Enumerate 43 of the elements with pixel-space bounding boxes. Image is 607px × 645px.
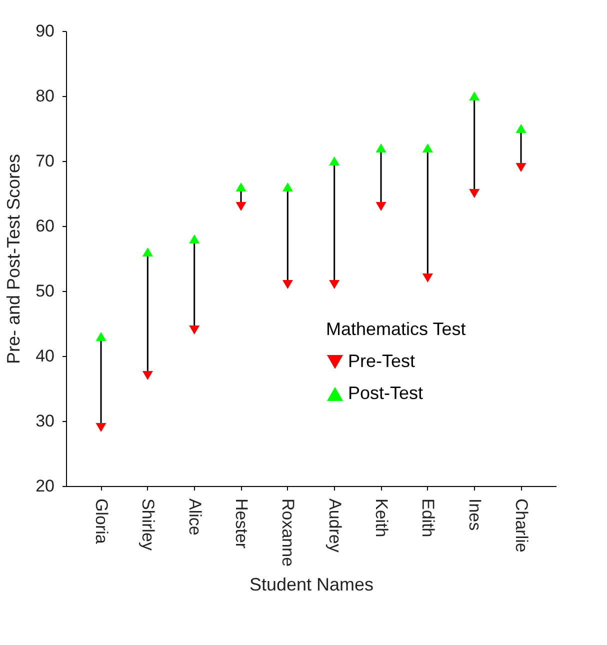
point (189, 234, 200, 244)
x-tick-label: Audrey (325, 498, 344, 553)
point (142, 370, 153, 380)
point (142, 247, 153, 257)
y-tick-label: 40 (36, 346, 54, 366)
x-tick-label: Ines (465, 498, 484, 531)
y-tick-label: 50 (36, 282, 54, 300)
point (469, 188, 480, 198)
point (236, 202, 246, 212)
point (422, 273, 433, 283)
x-tick-label: Charlie (512, 498, 531, 552)
y-tick-label: 20 (36, 476, 54, 496)
legend-title: Mathematics Test (326, 319, 466, 339)
point (96, 332, 106, 342)
point (329, 280, 340, 290)
point (516, 124, 526, 134)
y-tick-label: 30 (36, 412, 54, 430)
point (376, 202, 386, 212)
x-tick-label: Keith (372, 498, 391, 538)
x-tick-label: Gloria (92, 498, 111, 544)
legend-label: Pre-Test (348, 351, 416, 371)
y-tick-label: 70 (36, 152, 54, 170)
y-axis-title: Pre- and Post-Test Scores (4, 154, 24, 364)
point (516, 162, 526, 172)
point (282, 182, 293, 192)
point (96, 422, 106, 432)
x-tick-label: Hester (232, 498, 251, 549)
x-tick-label: Alice (185, 498, 204, 536)
point (469, 91, 480, 101)
x-tick-label: Edith (418, 498, 438, 538)
point (236, 182, 246, 192)
point (329, 156, 340, 166)
point (189, 325, 200, 335)
point (376, 143, 386, 153)
legend-label: Post-Test (348, 383, 424, 403)
x-tick-label: Roxanne (278, 498, 298, 567)
y-tick-label: 60 (36, 216, 54, 236)
y-tick-label: 90 (36, 22, 54, 40)
y-tick-label: 80 (36, 86, 54, 106)
point (422, 143, 433, 153)
point (282, 280, 293, 290)
x-tick-label: Shirley (138, 498, 158, 551)
x-axis-title: Student Names (249, 574, 374, 595)
